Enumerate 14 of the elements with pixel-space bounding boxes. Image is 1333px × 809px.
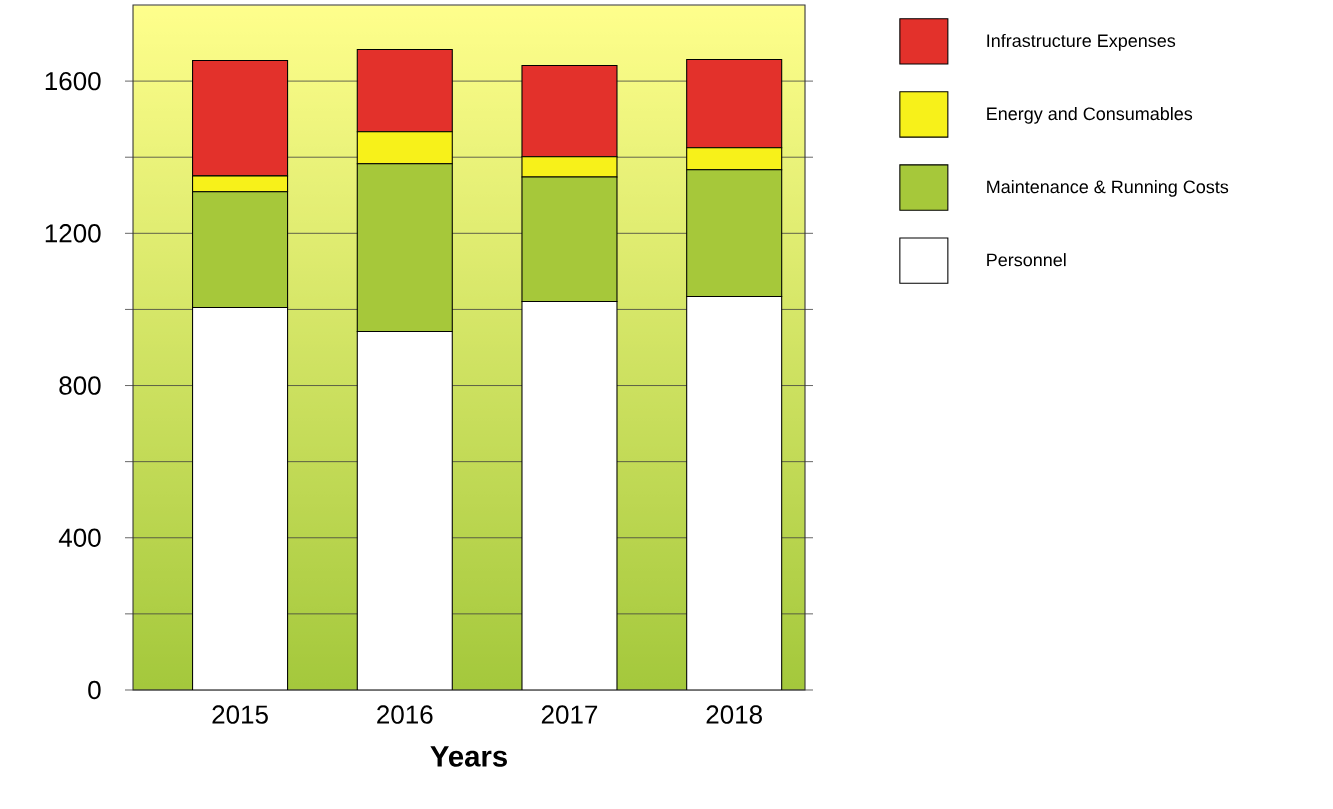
- x-tick-label: 2015: [212, 705, 268, 724]
- y-tick-label: 400: [58, 528, 101, 547]
- text: Maintenance & Running Costs: [987, 180, 1229, 197]
- y-tick-label: 800: [59, 376, 101, 395]
- text: Infrastructure Expenses: [987, 33, 1176, 51]
- text: Personnel: [987, 253, 1066, 267]
- x-tick-label: 2016: [377, 705, 433, 724]
- x-tick-label: 2017: [541, 705, 598, 724]
- x-axis-title: Years: [430, 746, 507, 767]
- x-tick-label: 2018: [706, 705, 762, 724]
- y-tick-label: 1200: [45, 224, 101, 243]
- y-tick-label: 1600: [45, 71, 101, 91]
- y-tick-label: 0: [88, 680, 101, 700]
- text: Energy and Consumables: [987, 106, 1193, 124]
